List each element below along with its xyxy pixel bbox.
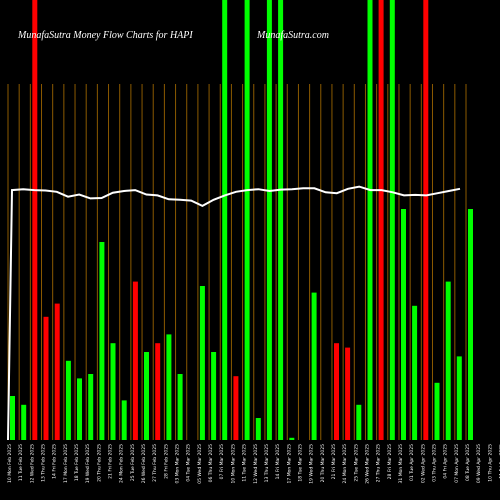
bar — [65, 360, 71, 440]
x-tick-label: 17 Mon Mar 2025 — [286, 444, 292, 484]
bar — [233, 376, 239, 440]
x-tick-label: 03 Thu Apr 2025 — [432, 444, 438, 482]
x-tick-label: 06 Thu Mar 2025 — [208, 444, 214, 483]
x-tick-label: 10 Mon Mar 2025 — [230, 444, 236, 484]
x-tick-label: 18 Tue Feb 2025 — [74, 444, 80, 481]
x-tick-label: 08 Tue Apr 2025 — [465, 444, 471, 481]
bar — [222, 0, 228, 440]
x-tick-label: 04 Tue Mar 2025 — [186, 444, 192, 482]
bar — [21, 404, 27, 440]
x-tick-label: 09 Wed Apr 2025 — [476, 444, 482, 483]
x-tick-label: 27 Thu Feb 2025 — [152, 444, 158, 482]
x-tick-label: 31 Mon Mar 2025 — [398, 444, 404, 484]
x-tick-label: 21 Fri Feb 2025 — [108, 444, 114, 479]
x-tick-label: 26 Wed Mar 2025 — [365, 444, 371, 484]
x-tick-label: 20 Thu Mar 2025 — [320, 444, 326, 483]
bar — [43, 316, 49, 440]
x-tick-label: 02 Wed Apr 2025 — [420, 444, 426, 483]
x-tick-label: 14 Fri Feb 2025 — [52, 444, 58, 479]
bar — [434, 382, 440, 440]
bar — [378, 0, 384, 440]
x-tick-label: 20 Thu Feb 2025 — [96, 444, 102, 482]
bar — [10, 396, 15, 440]
x-tick-label: 10 Mon Feb 2025 — [7, 444, 13, 483]
x-tick-label: 26 Wed Feb 2025 — [141, 444, 147, 483]
x-tick-label: 17 Mon Feb 2025 — [63, 444, 69, 483]
x-tick-label: 21 Fri Mar 2025 — [331, 444, 337, 479]
bar — [211, 352, 217, 440]
bar — [155, 343, 161, 440]
bar — [445, 281, 451, 440]
x-tick-label: 19 Wed Mar 2025 — [309, 444, 315, 484]
bar — [121, 400, 127, 440]
x-tick-label: 13 Thu Feb 2025 — [41, 444, 47, 482]
x-tick-label: 12 Wed Mar 2025 — [253, 444, 259, 484]
bar — [289, 437, 295, 440]
bar — [423, 0, 429, 440]
bar — [132, 281, 138, 440]
bar — [389, 0, 395, 440]
bar — [456, 356, 462, 440]
x-tick-label: 11 Tue Feb 2025 — [18, 444, 24, 481]
x-tick-label: 18 Tue Mar 2025 — [297, 444, 303, 482]
x-tick-label: 11 Fri Apr 2025 — [499, 444, 500, 479]
x-tick-label: 01 Tue Apr 2025 — [409, 444, 415, 481]
chart-title: MunafaSutra Money Flow Charts for HAPI — [17, 30, 193, 41]
x-tick-label: 27 Thu Mar 2025 — [376, 444, 382, 483]
bar — [255, 418, 261, 440]
bar — [244, 0, 250, 440]
bar — [401, 209, 406, 440]
x-tick-label: 13 Thu Mar 2025 — [264, 444, 270, 483]
bar-series — [10, 0, 473, 440]
x-tick-label: 07 Fri Mar 2025 — [219, 444, 225, 479]
bar — [468, 209, 473, 440]
x-tick-label: 05 Wed Mar 2025 — [197, 444, 203, 484]
x-tick-label: 10 Thu Apr 2025 — [487, 444, 493, 482]
x-tick-label: 25 Tue Feb 2025 — [130, 444, 136, 481]
x-tick-label: 03 Mon Mar 2025 — [175, 444, 181, 484]
bar — [266, 0, 272, 440]
bar — [32, 0, 38, 440]
grid-lines — [7, 84, 467, 440]
x-tick-label: 04 Fri Apr 2025 — [443, 444, 449, 479]
x-tick-label: 28 Fri Mar 2025 — [387, 444, 393, 479]
money-flow-line — [7, 185, 461, 441]
bar — [412, 305, 418, 440]
x-tick-label: 25 Tue Mar 2025 — [353, 444, 359, 482]
bar — [88, 374, 94, 440]
bar — [177, 374, 183, 440]
x-tick-label: 12 Wed Feb 2025 — [29, 444, 35, 483]
bar — [278, 0, 284, 440]
watermark: MunafaSutra.com — [256, 30, 329, 41]
x-tick-label: 28 Fri Feb 2025 — [163, 444, 169, 479]
bar — [110, 343, 116, 440]
bar — [77, 378, 82, 440]
x-tick-label: 14 Fri Mar 2025 — [275, 444, 281, 479]
x-tick-label: 24 Mon Feb 2025 — [119, 444, 125, 483]
x-tick-label: 24 Mon Mar 2025 — [342, 444, 348, 484]
x-tick-label: 07 Mon Apr 2025 — [454, 444, 460, 483]
bar — [311, 292, 317, 440]
x-tick-label: 19 Wed Feb 2025 — [85, 444, 91, 483]
bar — [367, 0, 373, 440]
bar — [345, 347, 351, 440]
bar — [166, 334, 172, 440]
bar — [334, 343, 339, 440]
bar — [99, 242, 105, 440]
bar — [54, 303, 60, 440]
bar — [144, 352, 149, 440]
bar — [356, 404, 362, 440]
x-tick-label: 11 Tue Mar 2025 — [242, 444, 248, 482]
bar — [199, 286, 205, 440]
x-axis-tick-labels: 10 Mon Feb 2025 11 Tue Feb 2025 12 Wed Feb… — [7, 444, 500, 484]
